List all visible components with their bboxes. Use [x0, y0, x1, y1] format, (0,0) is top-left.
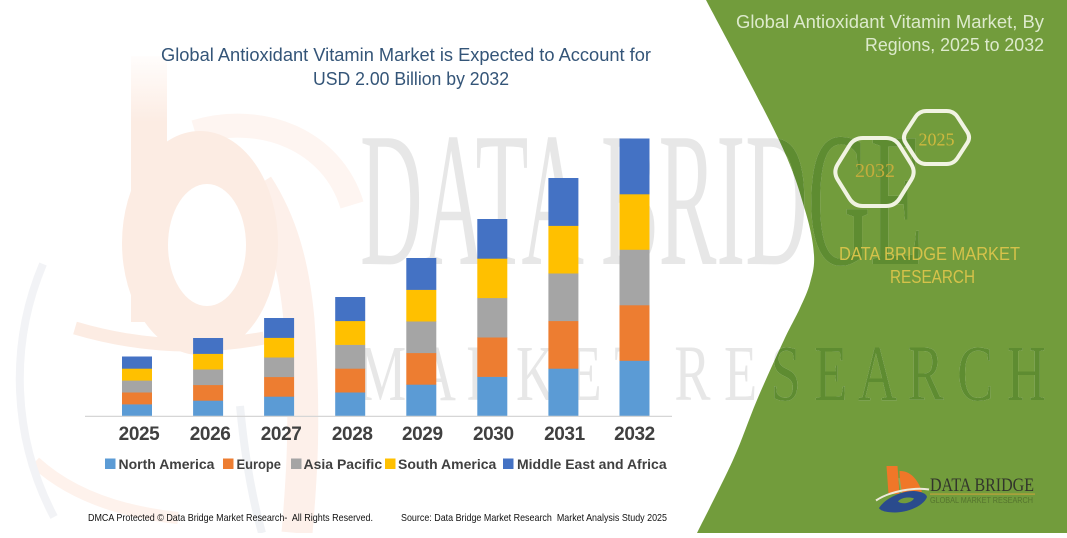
svg-text:USD 2.00 Billion by 2032: USD 2.00 Billion by 2032 — [313, 69, 509, 89]
svg-text:DATA BRIDGE: DATA BRIDGE — [930, 475, 1034, 496]
svg-text:2026: 2026 — [190, 424, 231, 445]
svg-text:DATA BRIDGE MARKET: DATA BRIDGE MARKET — [839, 243, 1020, 264]
svg-text:Asia Pacific: Asia Pacific — [304, 456, 383, 472]
svg-text:2032: 2032 — [614, 424, 655, 445]
svg-text:RESEARCH: RESEARCH — [890, 266, 975, 287]
svg-text:DMCA Protected © Data Bridge M: DMCA Protected © Data Bridge Market Rese… — [88, 512, 373, 524]
svg-text:2025: 2025 — [119, 424, 161, 445]
svg-text:South America: South America — [398, 456, 496, 472]
svg-text:Global Antioxidant Vitamin Mar: Global Antioxidant Vitamin Market, By — [736, 12, 1044, 32]
svg-text:2030: 2030 — [473, 424, 514, 445]
svg-text:2027: 2027 — [261, 424, 302, 445]
svg-text:M A R K E T R E S E A R C H: M A R K E T R E S E A R C H — [358, 331, 1046, 418]
svg-text:2031: 2031 — [544, 424, 586, 445]
svg-text:2029: 2029 — [402, 424, 443, 445]
svg-text:North America: North America — [119, 456, 215, 472]
svg-text:2028: 2028 — [332, 424, 373, 445]
svg-text:Europe: Europe — [237, 456, 282, 472]
svg-text:2025: 2025 — [919, 130, 955, 150]
svg-text:2032: 2032 — [855, 160, 895, 182]
svg-text:Global Antioxidant Vitamin Mar: Global Antioxidant Vitamin Market is Exp… — [161, 45, 651, 65]
svg-text:Regions, 2025 to 2032: Regions, 2025 to 2032 — [865, 35, 1044, 55]
svg-text:GLOBAL MARKET RESEARCH: GLOBAL MARKET RESEARCH — [930, 496, 1033, 505]
svg-text:Middle East and Africa: Middle East and Africa — [517, 456, 667, 472]
svg-text:Source: Data Bridge Market Res: Source: Data Bridge Market Research Mark… — [401, 512, 667, 524]
